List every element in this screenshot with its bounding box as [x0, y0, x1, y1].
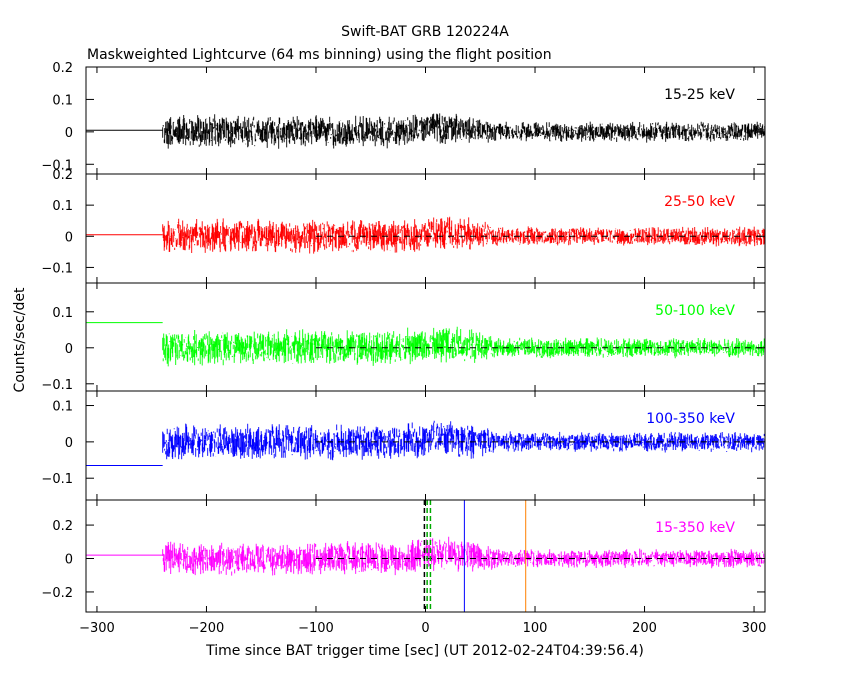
- y-tick-label: −0.1: [41, 261, 73, 276]
- y-tick-label: 0.1: [52, 400, 73, 415]
- chart-subtitle: Maskweighted Lightcurve (64 ms binning) …: [87, 47, 552, 63]
- x-tick-label: 300: [742, 621, 767, 636]
- y-tick-label: 0.1: [52, 93, 73, 108]
- band-label: 100-350 keV: [646, 411, 735, 427]
- x-tick-label: −100: [298, 621, 334, 636]
- panel-3: −0.1 0 0.1 50-100 keV: [41, 282, 766, 393]
- band-label: 50-100 keV: [655, 303, 735, 319]
- y-tick-label: −0.1: [41, 378, 73, 393]
- series-4-line: [162, 420, 765, 461]
- chart-title: Swift-BAT GRB 120224A: [341, 24, 509, 40]
- x-tick-label: 100: [523, 621, 548, 636]
- y-tick-label: 0.2: [52, 168, 73, 183]
- series-1-line: [162, 113, 765, 149]
- y-tick-label: 0.1: [52, 199, 73, 214]
- y-tick-label: −0.2: [41, 586, 73, 601]
- band-label: 15-350 keV: [655, 520, 735, 536]
- panels-group: −0.1 0 0.1 0.2 15-25 keV −0.1 0 0.1 0.2 25-50 keV…: [41, 61, 766, 636]
- y-tick-label: 0.2: [52, 519, 73, 534]
- y-tick-label: 0.2: [52, 61, 73, 76]
- series-2-line: [162, 216, 765, 254]
- panel-2: −0.1 0 0.1 0.2 25-50 keV: [41, 168, 766, 284]
- y-tick-label: −0.1: [41, 472, 73, 487]
- y-tick-label: 0: [65, 126, 73, 141]
- series-3-line: [162, 326, 765, 367]
- band-label: 25-50 keV: [664, 194, 735, 210]
- x-tick-label: 200: [632, 621, 657, 636]
- y-tick-label: −0.1: [41, 158, 73, 173]
- x-tick-label: −200: [189, 621, 225, 636]
- x-tick-label: 0: [421, 621, 429, 636]
- y-tick-label: 0: [65, 230, 73, 245]
- panel-5: −0.2 0 0.2 15-350 keV: [41, 499, 766, 613]
- x-axis-label: Time since BAT trigger time [sec] (UT 20…: [205, 643, 644, 659]
- panel-1: −0.1 0 0.1 0.2 15-25 keV: [41, 61, 766, 175]
- series-5-line: [162, 536, 765, 576]
- y-tick-label: 0: [65, 553, 73, 568]
- y-tick-label: 0.1: [52, 306, 73, 321]
- panel-4: −0.1 0 0.1 100-350 keV: [41, 390, 766, 501]
- x-tick-label: −300: [79, 621, 115, 636]
- y-tick-label: 0: [65, 342, 73, 357]
- band-label: 15-25 keV: [664, 87, 735, 103]
- y-axis-label: Counts/sec/det: [12, 287, 28, 392]
- y-tick-label: 0: [65, 436, 73, 451]
